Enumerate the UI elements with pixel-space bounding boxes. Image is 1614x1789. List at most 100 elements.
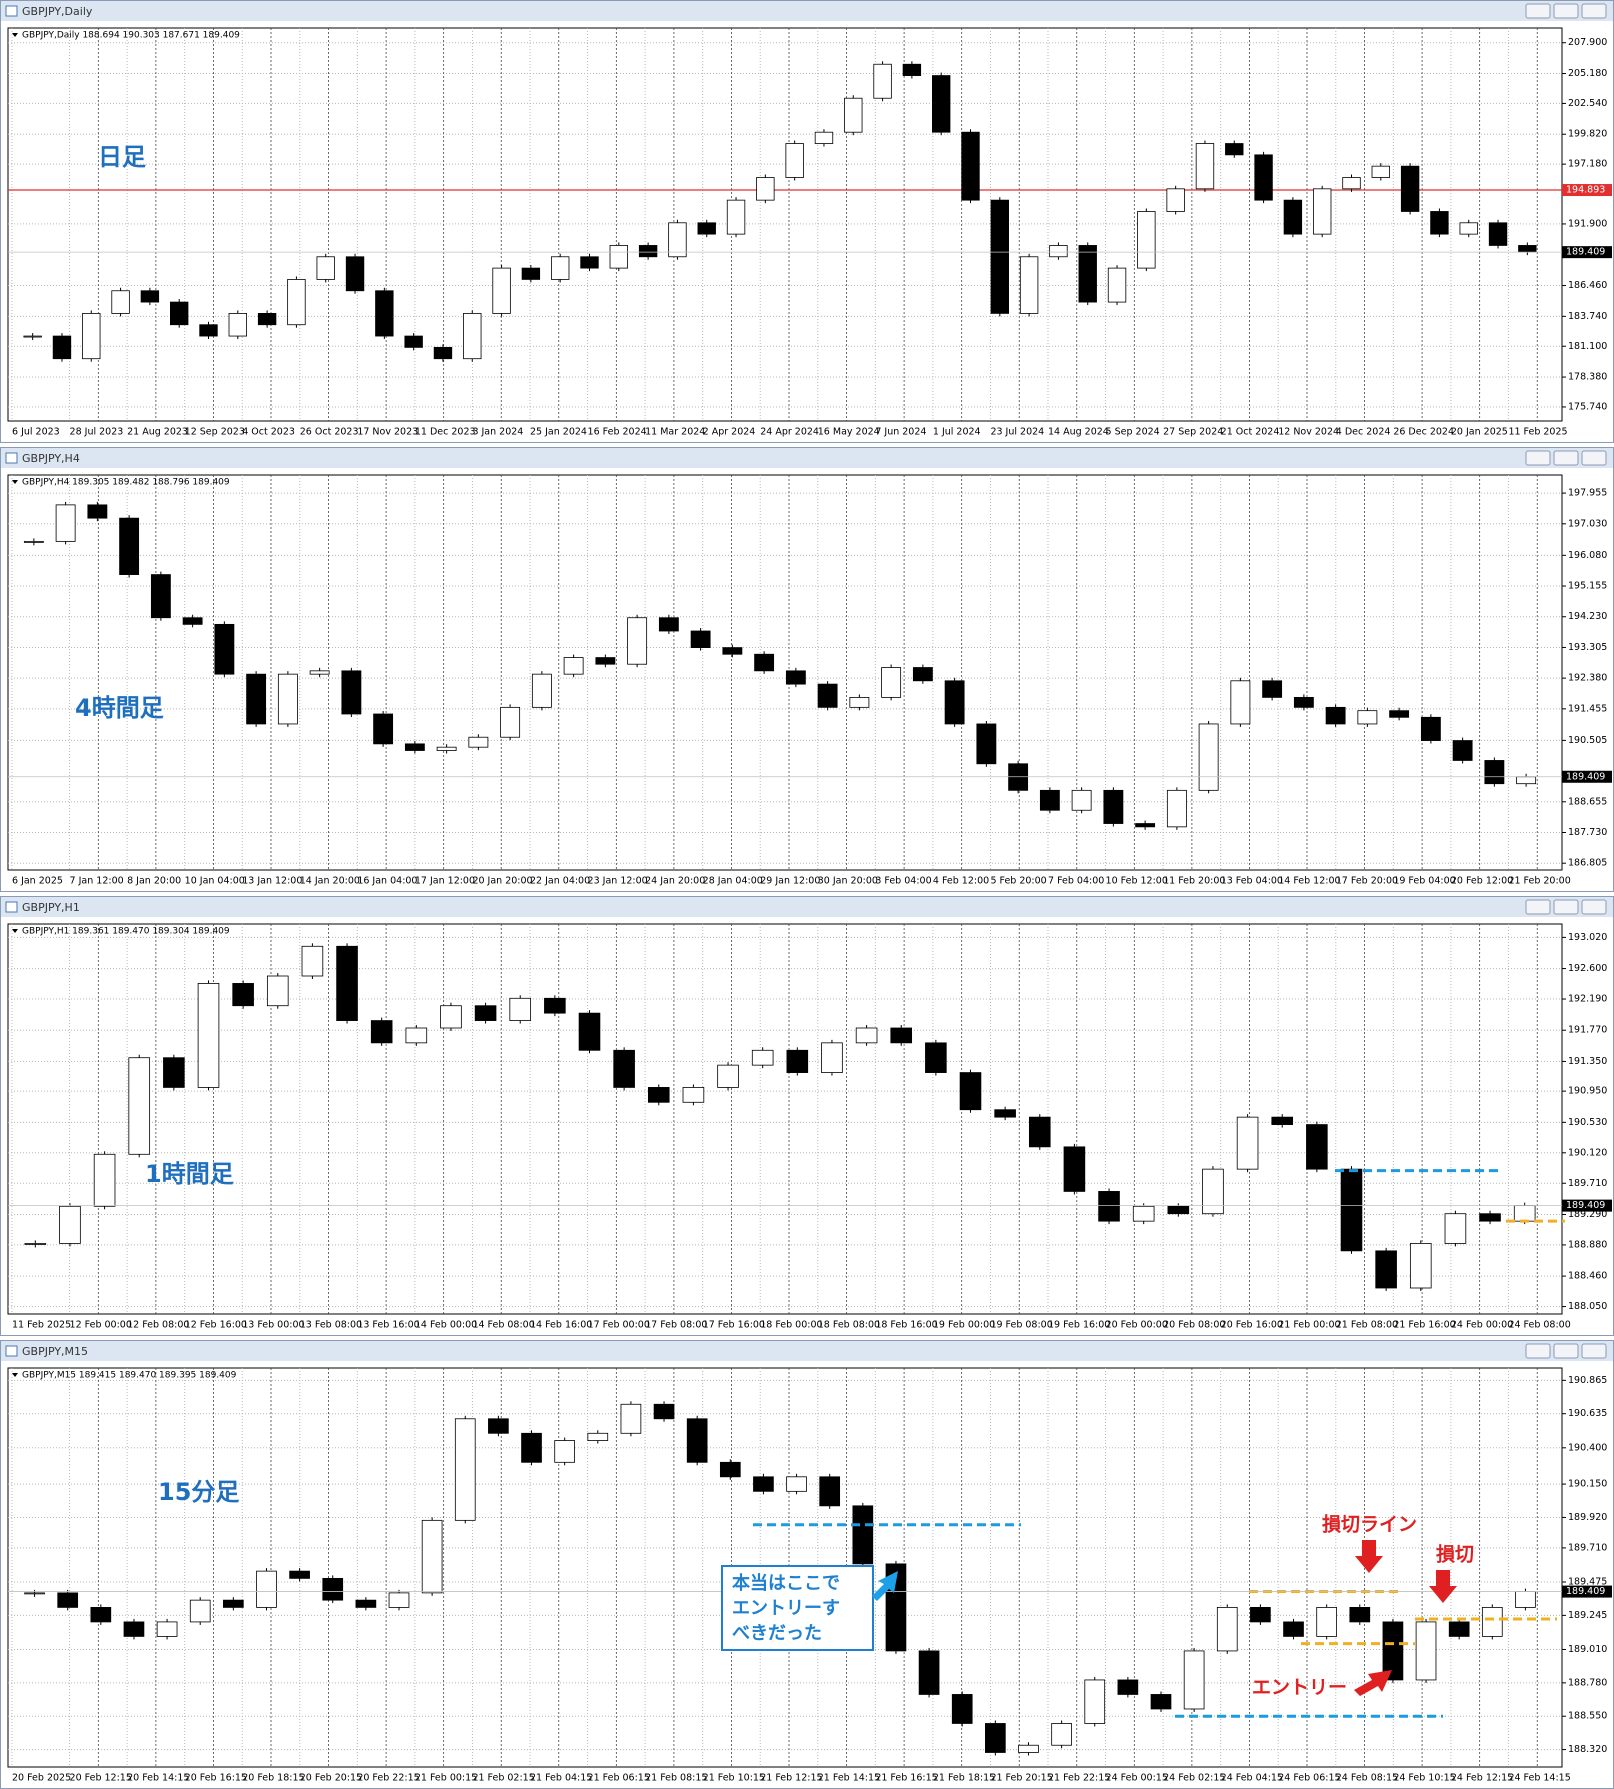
candle	[119, 517, 140, 575]
candle	[404, 335, 423, 348]
candle	[1262, 680, 1283, 698]
x-tick-label: 3 Feb 04:00	[875, 876, 931, 887]
candle	[301, 945, 324, 977]
title-bar	[1, 1341, 1613, 1361]
title-bar	[1, 897, 1613, 917]
minimize-button[interactable]	[1525, 1343, 1551, 1359]
x-tick-label: 14 Feb 12:00	[1278, 876, 1340, 887]
x-tick-label: 17 Feb 16:00	[703, 1320, 765, 1331]
candle	[492, 267, 511, 314]
candle	[751, 1049, 774, 1066]
x-tick-label: 21 Feb 06:15	[588, 1773, 650, 1784]
y-tick-label: 197.955	[1568, 488, 1607, 499]
candle	[1513, 1205, 1536, 1222]
candle	[316, 256, 335, 280]
price-tag	[1562, 1199, 1612, 1212]
candle	[223, 1599, 244, 1608]
candle	[668, 222, 687, 258]
maximize-button[interactable]	[1553, 450, 1579, 466]
candle	[819, 1476, 841, 1507]
price-label: 189.409	[1566, 1586, 1605, 1597]
candle	[93, 1153, 116, 1207]
candle	[189, 1599, 211, 1623]
candle	[1135, 823, 1156, 828]
x-tick-label: 30 Jan 20:00	[818, 876, 878, 887]
close-button[interactable]	[1581, 899, 1607, 915]
x-tick-label: 21 Feb 12:15	[760, 1773, 822, 1784]
chart-info: GBPJPY,Daily 188.694 190.303 187.671 189…	[22, 31, 240, 41]
x-tick-label: 20 Jan 2025	[1451, 427, 1508, 438]
x-tick-label: 24 Feb 04:15	[1221, 1773, 1283, 1784]
candle	[753, 1476, 774, 1492]
close-button[interactable]	[1581, 1343, 1607, 1359]
y-tick-label: 194.230	[1568, 611, 1607, 622]
candle	[55, 504, 76, 542]
y-tick-label: 189.290	[1568, 1209, 1607, 1220]
info-arrow	[12, 1373, 18, 1377]
candle	[341, 670, 362, 715]
candle	[1271, 1116, 1294, 1125]
line-price-label: 194.893	[1566, 185, 1605, 196]
window-title: GBPJPY,Daily	[22, 5, 93, 18]
candle	[322, 1577, 344, 1601]
close-button[interactable]	[1581, 450, 1607, 466]
minimize-button[interactable]	[1525, 450, 1551, 466]
x-tick-label: 6 Jan 2025	[12, 876, 63, 887]
y-tick-label: 192.190	[1568, 994, 1607, 1005]
arrow	[872, 1571, 898, 1601]
candle	[849, 696, 870, 708]
x-tick-label: 11 Feb 2025	[1508, 427, 1567, 438]
candle	[994, 1109, 1016, 1118]
x-tick-label: 17 Feb 20:00	[1336, 876, 1398, 887]
x-tick-label: 20 Feb 16:00	[1221, 1320, 1283, 1331]
window-icon	[5, 452, 18, 464]
x-tick-label: 5 Feb 20:00	[990, 876, 1046, 887]
x-tick-label: 21 Feb 08:15	[645, 1773, 707, 1784]
maximize-button[interactable]	[1553, 899, 1579, 915]
x-tick-label: 20 Feb 12:15	[70, 1773, 132, 1784]
x-tick-label: 18 Feb 00:00	[760, 1320, 822, 1331]
candle	[1195, 143, 1215, 190]
x-tick-label: 21 Feb 10:15	[703, 1773, 765, 1784]
candle	[436, 746, 457, 751]
x-tick-label: 29 Jan 12:00	[760, 876, 820, 887]
candle	[961, 131, 980, 201]
y-tick-label: 186.805	[1568, 858, 1607, 869]
candle	[786, 1476, 807, 1492]
candle	[336, 945, 358, 1021]
candle	[256, 1570, 277, 1608]
close-button[interactable]	[1581, 3, 1607, 19]
candle	[1430, 211, 1449, 235]
x-tick-label: 23 Jul 2024	[990, 427, 1044, 438]
candle	[1018, 1744, 1039, 1753]
y-tick-label: 190.635	[1568, 1408, 1607, 1419]
candle	[468, 736, 489, 748]
x-tick-label: 20 Feb 12:00	[1451, 876, 1513, 887]
candle	[754, 653, 775, 672]
x-tick-label: 24 Feb 14:15	[1508, 1773, 1570, 1784]
y-tick-label: 190.150	[1568, 1479, 1607, 1490]
candle	[1225, 143, 1244, 156]
minimize-button[interactable]	[1525, 3, 1551, 19]
candle	[1216, 1607, 1238, 1652]
candle	[620, 1403, 642, 1434]
arrow	[1429, 1570, 1457, 1603]
maximize-button[interactable]	[1553, 1343, 1579, 1359]
minimize-button[interactable]	[1525, 899, 1551, 915]
candle	[821, 1042, 843, 1073]
candle	[551, 256, 570, 280]
candle	[951, 1694, 973, 1724]
y-tick-label: 189.710	[1568, 1542, 1607, 1553]
timeframe-label: 4時間足	[75, 694, 164, 722]
chart-info: GBPJPY,M15 189.415 189.470 189.395 189.4…	[22, 1371, 237, 1381]
candle	[1117, 1679, 1139, 1695]
candle	[1515, 1591, 1536, 1608]
window-icon	[5, 901, 18, 913]
y-tick-label: 190.865	[1568, 1375, 1607, 1386]
candle	[722, 647, 743, 655]
candle	[59, 1205, 81, 1244]
x-tick-label: 23 Jan 12:00	[588, 876, 648, 887]
maximize-button[interactable]	[1553, 3, 1579, 19]
candle	[1230, 680, 1251, 725]
window-title: GBPJPY,H4	[22, 452, 80, 465]
